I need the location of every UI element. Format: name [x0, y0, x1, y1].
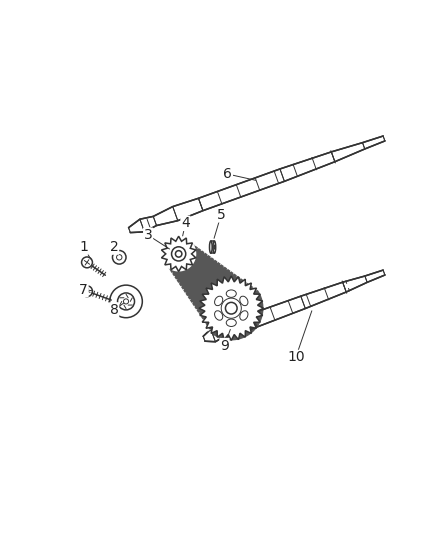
Text: 9: 9: [220, 338, 229, 352]
Circle shape: [81, 257, 92, 268]
Polygon shape: [169, 244, 264, 341]
Text: 2: 2: [110, 240, 119, 254]
Text: 10: 10: [287, 350, 304, 365]
Ellipse shape: [213, 241, 215, 253]
Ellipse shape: [209, 241, 212, 253]
Text: 5: 5: [217, 208, 226, 222]
Text: 1: 1: [79, 240, 88, 254]
Circle shape: [81, 286, 92, 297]
Text: 3: 3: [144, 228, 152, 242]
Text: 4: 4: [181, 216, 190, 230]
Polygon shape: [203, 270, 385, 342]
Text: 7: 7: [79, 282, 88, 296]
Text: 6: 6: [223, 167, 232, 181]
Text: 8: 8: [110, 303, 119, 317]
Polygon shape: [128, 136, 385, 232]
Circle shape: [113, 251, 126, 264]
Polygon shape: [162, 236, 196, 271]
Circle shape: [110, 285, 142, 318]
Polygon shape: [199, 276, 264, 341]
